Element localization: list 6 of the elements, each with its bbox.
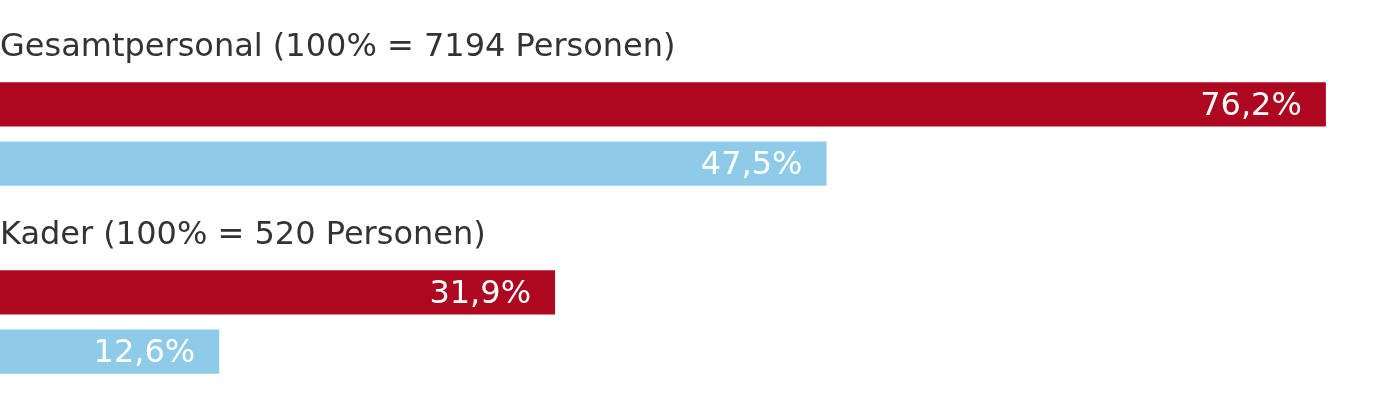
data-label: 12,6% (93, 331, 196, 370)
y-tick-label: Gesamtpersonal (100% = 7194 Personen) (0, 26, 676, 65)
data-label: 31,9% (429, 272, 532, 311)
data-label: 47,5% (700, 143, 803, 182)
y-tick-label: Kader (100% = 520 Personen) (0, 214, 486, 253)
data-label: 76,2% (1200, 84, 1302, 123)
